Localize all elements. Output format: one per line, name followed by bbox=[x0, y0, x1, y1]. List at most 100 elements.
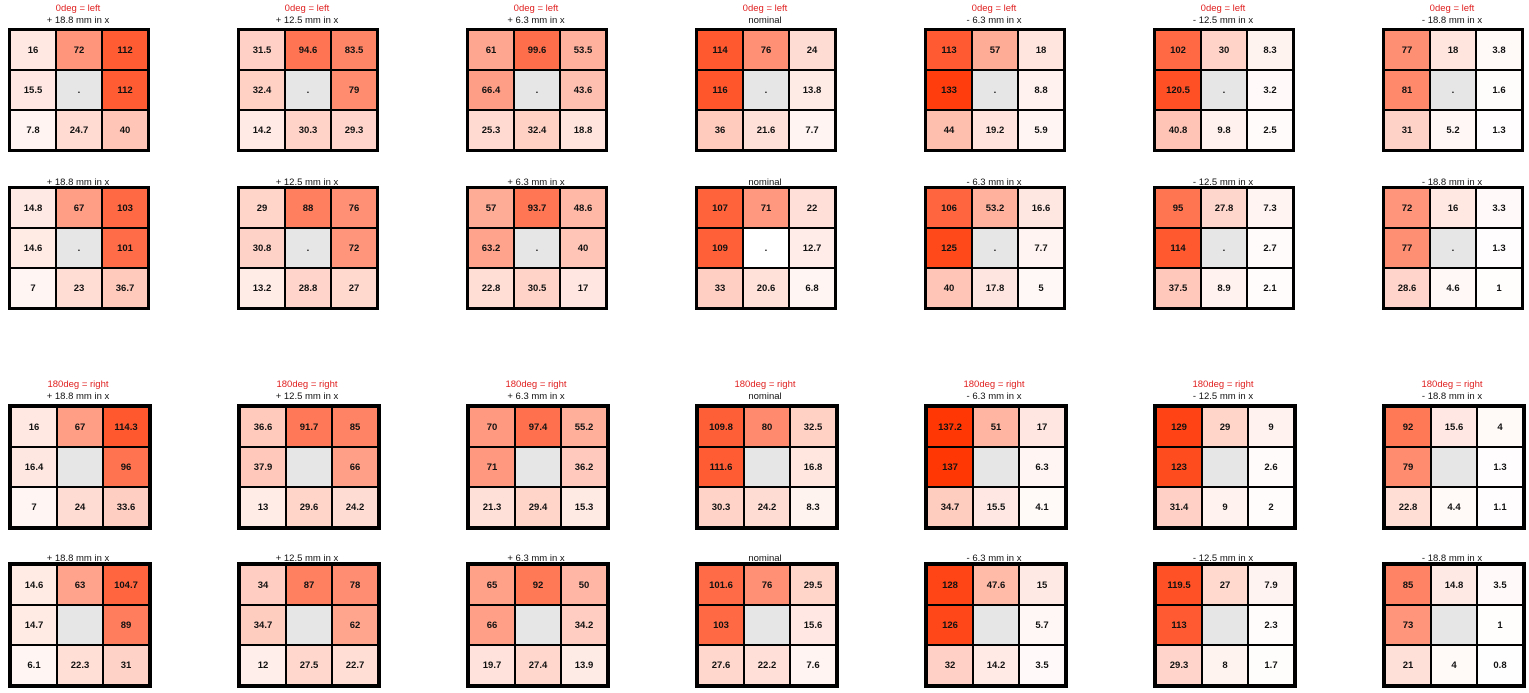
heatmap-panel: + 6.3 mm in x 65 92 50 66 34.2 19.7 27.4 13.9 bbox=[466, 376, 610, 688]
center-cell bbox=[744, 605, 790, 645]
heatmap-cell: 93.7 bbox=[514, 188, 560, 228]
heatmap-cell: 76 bbox=[331, 188, 377, 228]
heatmap-cell: 40.8 bbox=[1155, 110, 1201, 150]
heatmap-cell: 53.2 bbox=[972, 188, 1018, 228]
offset-label: + 18.8 mm in x bbox=[46, 177, 110, 188]
heatmap-cell: 34.7 bbox=[240, 605, 286, 645]
center-cell: . bbox=[1201, 70, 1247, 110]
heatmap-panel: - 18.8 mm in x 85 14.8 3.5 73 1 21 4 0.8 bbox=[1382, 376, 1526, 688]
heatmap-cell: 7.6 bbox=[790, 645, 836, 685]
heatmap-cell: 81 bbox=[1384, 70, 1430, 110]
center-cell: . bbox=[285, 228, 331, 268]
heatmap-cell: 27 bbox=[331, 268, 377, 308]
heatmap-cell: 2.7 bbox=[1247, 228, 1293, 268]
heatmap-grid: 65 92 50 66 34.2 19.7 27.4 13.9 bbox=[466, 562, 610, 688]
heatmap-cell: 22.2 bbox=[744, 645, 790, 685]
heatmap-cell: 137 bbox=[927, 447, 973, 487]
heatmap-cell: 92 bbox=[1385, 407, 1431, 447]
heatmap-cell: 1.6 bbox=[1476, 70, 1522, 110]
offset-label: + 6.3 mm in x bbox=[507, 553, 565, 564]
heatmap-panel: + 18.8 mm in x 14.8 67 103 14.6. 101 7 23 36.7 bbox=[8, 0, 150, 310]
offset-label: - 6.3 mm in x bbox=[966, 391, 1022, 402]
offset-label: - 6.3 mm in x bbox=[966, 553, 1022, 564]
heatmap-cell: 14.7 bbox=[11, 605, 57, 645]
heatmap-cell: 31 bbox=[1384, 110, 1430, 150]
heatmap-panel: - 12.5 mm in x 95 27.8 7.3 114. 2.7 37.5 8.9 2.1 bbox=[1153, 0, 1295, 310]
heatmap-cell: 101.6 bbox=[698, 565, 744, 605]
heatmap-cell: 28.6 bbox=[1384, 268, 1430, 308]
heatmap-cell: 14.6 bbox=[10, 228, 56, 268]
offset-label: - 18.8 mm in x bbox=[1421, 553, 1483, 564]
offset-label: + 6.3 mm in x bbox=[507, 391, 565, 402]
heatmap-grid: 14.8 67 103 14.6. 101 7 23 36.7 bbox=[8, 186, 150, 310]
heatmap-cell: 14.2 bbox=[973, 645, 1019, 685]
heatmap-cell: 8.8 bbox=[1018, 70, 1064, 110]
heatmap-cell: 36.6 bbox=[240, 407, 286, 447]
heatmap-cell: 85 bbox=[1385, 565, 1431, 605]
heatmap-cell: 33 bbox=[697, 268, 743, 308]
heatmap-cell: 34.2 bbox=[561, 605, 607, 645]
heatmap-cell: 5.9 bbox=[1018, 110, 1064, 150]
heatmap-cell: 8.9 bbox=[1201, 268, 1247, 308]
offset-label: - 12.5 mm in x bbox=[1192, 15, 1254, 26]
heatmap-cell: 63.2 bbox=[468, 228, 514, 268]
heatmap-grid: 34 87 78 34.7 62 12 27.5 22.7 bbox=[237, 562, 381, 688]
heatmap-cell: 15.3 bbox=[561, 487, 607, 527]
heatmap-cell: 114.3 bbox=[103, 407, 149, 447]
heatmap-cell: 125 bbox=[926, 228, 972, 268]
heatmap-cell: 97.4 bbox=[515, 407, 561, 447]
center-cell bbox=[1431, 605, 1477, 645]
heatmap-cell: 112 bbox=[102, 70, 148, 110]
heatmap-panel: 0deg = left nominal 114 76 24 116. 13.8 36 21.6 7… bbox=[695, 0, 837, 160]
heatmap-cell: 94.6 bbox=[285, 30, 331, 70]
center-cell: . bbox=[743, 70, 789, 110]
heatmap-cell: 47.6 bbox=[973, 565, 1019, 605]
heatmap-cell: 27.8 bbox=[1201, 188, 1247, 228]
heatmap-cell: 13.9 bbox=[561, 645, 607, 685]
heatmap-cell: 1 bbox=[1477, 605, 1523, 645]
heatmap-cell: 95 bbox=[1155, 188, 1201, 228]
heatmap-cell: 109.8 bbox=[698, 407, 744, 447]
heatmap-cell: 43.6 bbox=[560, 70, 606, 110]
heatmap-cell: 79 bbox=[331, 70, 377, 110]
heatmap-cell: 116 bbox=[697, 70, 743, 110]
offset-label: + 12.5 mm in x bbox=[275, 391, 339, 402]
heatmap-cell: 0.8 bbox=[1477, 645, 1523, 685]
center-cell bbox=[1431, 447, 1477, 487]
center-cell bbox=[1202, 605, 1248, 645]
heatmap-cell: 57 bbox=[468, 188, 514, 228]
center-cell bbox=[286, 447, 332, 487]
heatmap-cell: 72 bbox=[56, 30, 102, 70]
heatmap-cell: 119.5 bbox=[1156, 565, 1202, 605]
heatmap-cell: 1.1 bbox=[1477, 487, 1523, 527]
heatmap-grid: 92 15.6 4 79 1.3 22.8 4.4 1.1 bbox=[1382, 404, 1526, 530]
heatmap-panel: 180deg = right + 12.5 mm in x 36.6 91.7 85 37… bbox=[237, 376, 381, 536]
heatmap-cell: 34 bbox=[240, 565, 286, 605]
heatmap-cell: 29.3 bbox=[331, 110, 377, 150]
offset-label: nominal bbox=[748, 553, 782, 564]
heatmap-grid: 29 88 76 30.8. 72 13.2 28.8 27 bbox=[237, 186, 379, 310]
orientation-label: 0deg = left bbox=[513, 3, 559, 14]
heatmap-cell: 123 bbox=[1156, 447, 1202, 487]
heatmap-grid: 137.2 51 17 137 6.3 34.7 15.5 4.1 bbox=[924, 404, 1068, 530]
offset-label: - 6.3 mm in x bbox=[966, 177, 1022, 188]
heatmap-cell: 2.5 bbox=[1247, 110, 1293, 150]
heatmap-cell: 33.6 bbox=[103, 487, 149, 527]
heatmap-grid: 129 29 9 123 2.6 31.4 9 2 bbox=[1153, 404, 1297, 530]
heatmap-grid: 109.8 80 32.5 111.6 16.8 30.3 24.2 8.3 bbox=[695, 404, 839, 530]
heatmap-cell: 80 bbox=[744, 407, 790, 447]
offset-label: + 12.5 mm in x bbox=[275, 553, 339, 564]
heatmap-cell: 15.6 bbox=[1431, 407, 1477, 447]
heatmap-grid: 72 16 3.3 77. 1.3 28.6 4.6 1 bbox=[1382, 186, 1524, 310]
heatmap-cell: 40 bbox=[926, 268, 972, 308]
heatmap-cell: 18 bbox=[1430, 30, 1476, 70]
heatmap-cell: 67 bbox=[56, 188, 102, 228]
center-cell bbox=[515, 605, 561, 645]
orientation-label: 0deg = left bbox=[1200, 3, 1246, 14]
heatmap-cell: 79 bbox=[1385, 447, 1431, 487]
heatmap-cell: 32.4 bbox=[239, 70, 285, 110]
center-cell bbox=[57, 605, 103, 645]
center-cell bbox=[286, 605, 332, 645]
heatmap-cell: 17 bbox=[560, 268, 606, 308]
center-cell: . bbox=[972, 70, 1018, 110]
